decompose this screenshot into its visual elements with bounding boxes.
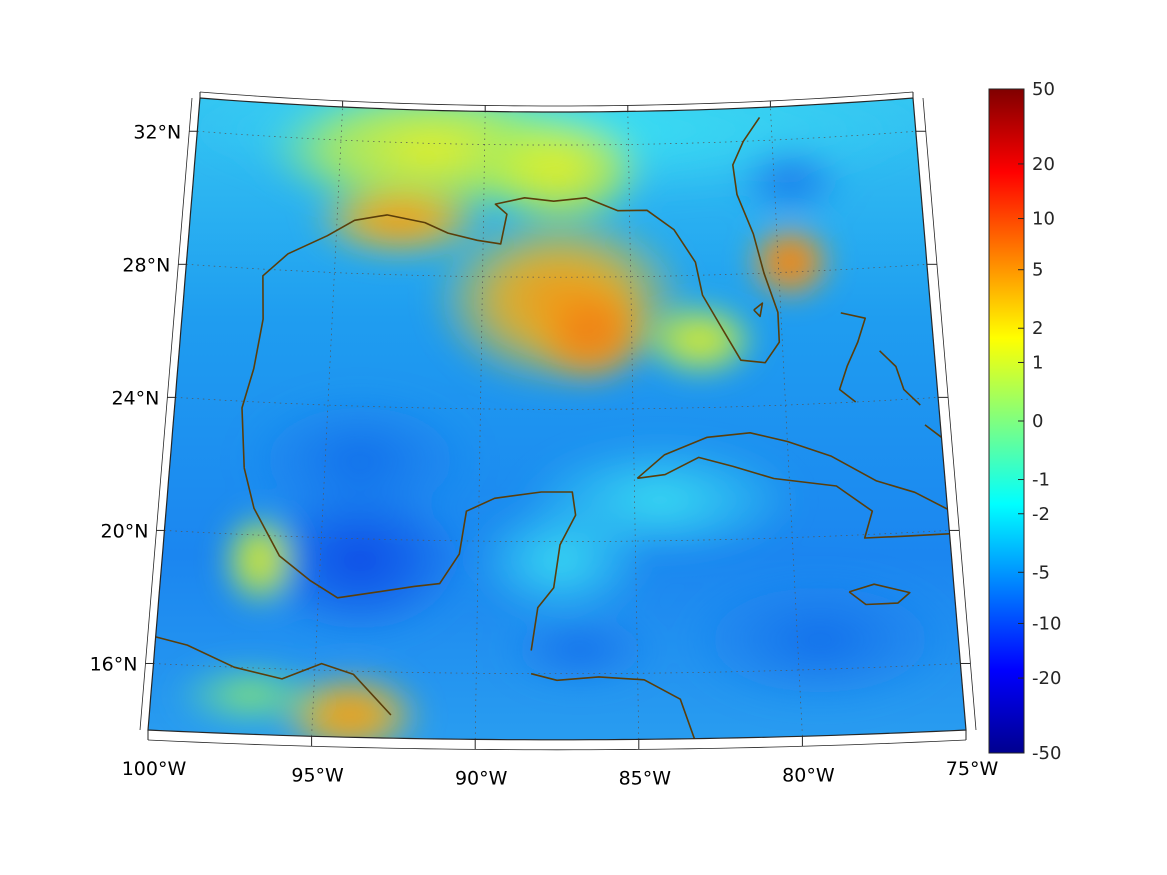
longitude-label: 100°W: [122, 758, 187, 780]
parallel-line: [175, 397, 939, 410]
frame-right-outer: [922, 97, 977, 731]
colorbar-tick-label: 10: [1032, 209, 1055, 230]
coastline: [530, 672, 696, 739]
latitude-label: 16°N: [90, 653, 138, 675]
colorbar-tick-label: -1: [1032, 470, 1050, 491]
colorbar-tick-label: 5: [1032, 260, 1043, 281]
colorbar-tick-label: 1: [1032, 352, 1043, 373]
meridian-line: [627, 111, 640, 740]
coastline: [848, 583, 911, 606]
colorbar-tick-label: -20: [1032, 668, 1061, 689]
coastline: [155, 636, 392, 716]
longitude-label: 90°W: [455, 767, 508, 789]
coastline: [241, 116, 781, 468]
latitude-labels: 32°N 28°N 24°N 20°N 16°N: [90, 121, 971, 675]
colorbar-tick-label: -2: [1032, 504, 1050, 525]
meridian-line: [311, 106, 343, 737]
longitude-label: 95°W: [291, 764, 344, 786]
frame-top-outer: [199, 91, 914, 107]
frame-bottom-outer: [147, 739, 967, 751]
latitude-label: 20°N: [101, 520, 149, 542]
colorbar-tick-label: -50: [1032, 743, 1061, 764]
latitude-label: 32°N: [133, 121, 181, 143]
coastline: [243, 467, 577, 651]
longitude-labels: 100°W 95°W 90°W 85°W 80°W 75°W: [122, 92, 999, 789]
longitude-label: 85°W: [619, 767, 672, 789]
colorbar-tick-label: 20: [1032, 154, 1055, 175]
data-field: [148, 98, 966, 740]
meridian-line: [770, 106, 803, 737]
colorbar-tick-label: -5: [1032, 562, 1050, 583]
longitude-label: 75°W: [946, 758, 999, 780]
colorbar-tick-label: 50: [1032, 79, 1055, 100]
colorbar-tick-label: -10: [1032, 613, 1061, 634]
coastline: [753, 302, 764, 318]
meridian-line: [474, 111, 486, 740]
coastline: [838, 312, 866, 403]
colorbar-tick-label: 2: [1032, 318, 1043, 339]
longitude-label: 80°W: [782, 764, 835, 786]
coastline: [879, 350, 921, 406]
frame-left-outer: [139, 97, 193, 731]
latitude-label: 28°N: [122, 254, 170, 276]
colorbar-tick-label: 0: [1032, 411, 1043, 432]
latitude-label: 24°N: [111, 387, 159, 409]
